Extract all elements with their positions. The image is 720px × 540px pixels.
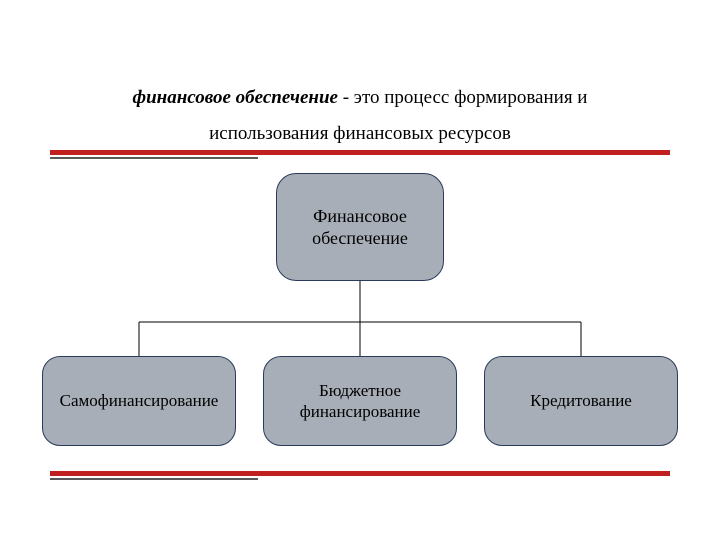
tree-root-node: Финансовоеобеспечение <box>276 173 444 281</box>
separator-bottom <box>50 471 670 480</box>
definition-header: финансовое обеспечение - это процесс фор… <box>0 80 720 152</box>
tree-child-node-0: Самофинансирование <box>42 356 236 446</box>
title-line-2: использования финансовых ресурсов <box>0 116 720 152</box>
title-rest-1: - это процесс формирования и <box>338 87 588 108</box>
title-term: финансовое обеспечение <box>133 87 338 108</box>
tree-root-label: Финансовоеобеспечение <box>312 205 408 250</box>
tree-child-label-2: Кредитование <box>530 390 632 411</box>
tree-child-node-2: Кредитование <box>484 356 678 446</box>
separator-top <box>50 150 670 159</box>
separator-footnote-bar <box>50 478 258 480</box>
tree-child-node-1: Бюджетноефинансирование <box>263 356 457 446</box>
title-line-1: финансовое обеспечение - это процесс фор… <box>0 80 720 116</box>
tree-child-label-0: Самофинансирование <box>60 390 219 411</box>
separator-footnote-bar <box>50 157 258 159</box>
tree-child-label-1: Бюджетноефинансирование <box>300 380 421 423</box>
